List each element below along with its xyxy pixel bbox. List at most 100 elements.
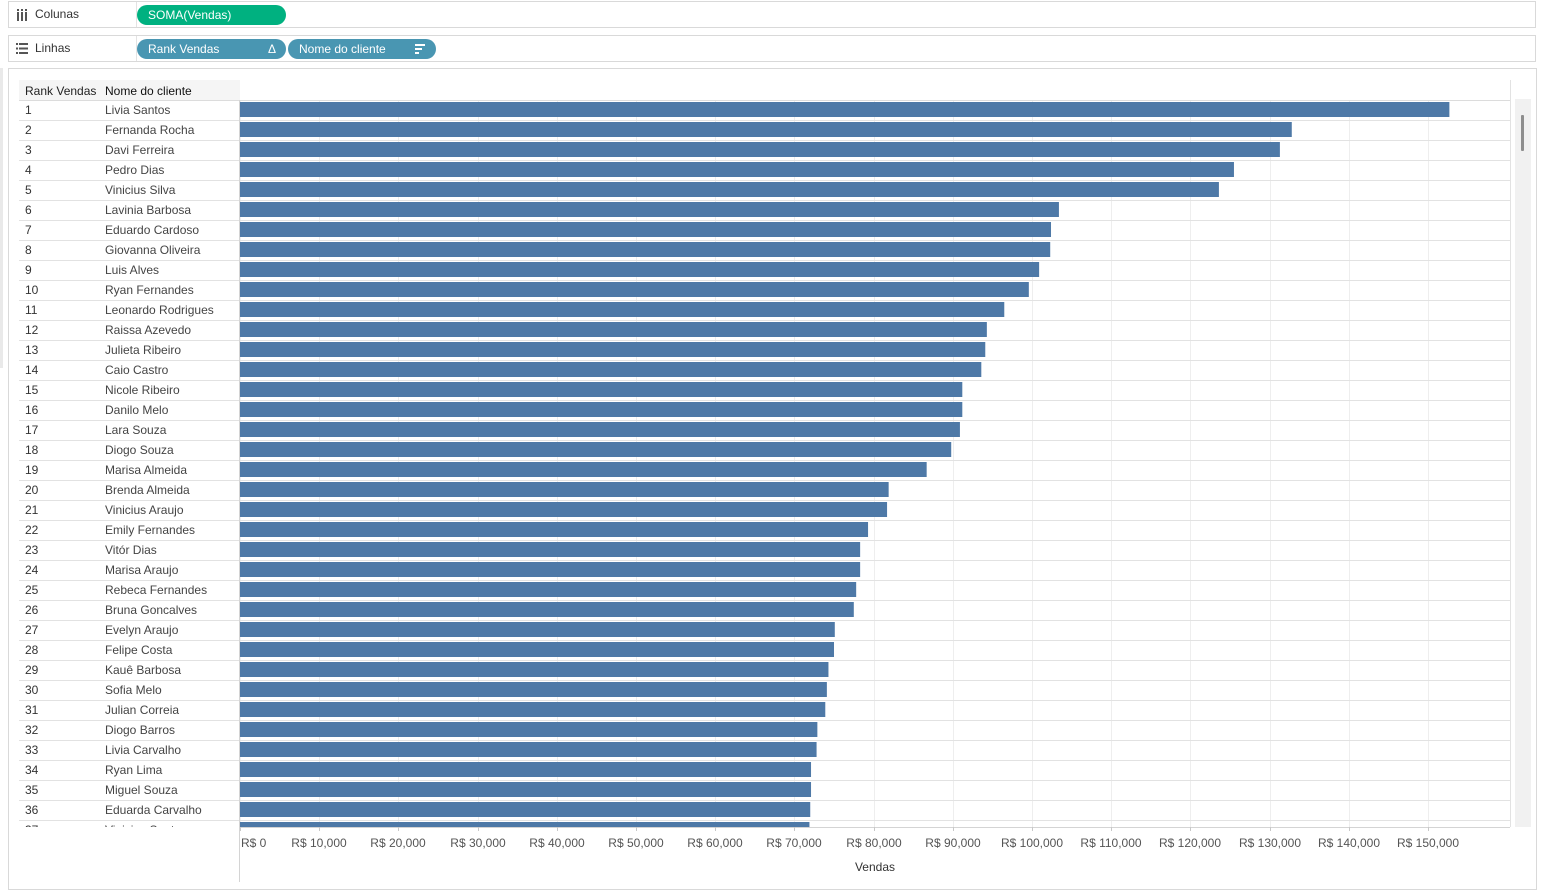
bar[interactable] <box>240 382 963 397</box>
customer-name-label[interactable]: Diogo Souza <box>105 443 174 457</box>
bar[interactable] <box>240 542 861 557</box>
table-row[interactable]: 11 Leonardo Rodrigues <box>19 302 1510 321</box>
customer-name-label[interactable]: Marisa Araujo <box>105 563 179 577</box>
bar[interactable] <box>240 582 857 597</box>
customer-name-label[interactable]: Emily Fernandes <box>105 523 195 537</box>
table-row[interactable]: 20 Brenda Almeida <box>19 482 1510 501</box>
table-row[interactable]: 24 Marisa Araujo <box>19 562 1510 581</box>
table-row[interactable]: 18 Diogo Souza <box>19 442 1510 461</box>
customer-name-label[interactable]: Vinicius Araujo <box>105 503 184 517</box>
customer-name-label[interactable]: Bruna Goncalves <box>105 603 197 617</box>
customer-name-label[interactable]: Giovanna Oliveira <box>105 243 201 257</box>
bar[interactable] <box>240 782 812 797</box>
pill-rank-vendas[interactable]: Rank Vendas Δ <box>137 39 286 59</box>
bar[interactable] <box>240 662 829 677</box>
bar[interactable] <box>240 502 888 517</box>
table-row[interactable]: 15 Nicole Ribeiro <box>19 382 1510 401</box>
bar[interactable] <box>240 142 1280 157</box>
table-row[interactable]: 33 Livia Carvalho <box>19 742 1510 761</box>
table-row[interactable]: 21 Vinicius Araujo <box>19 502 1510 521</box>
vertical-scrollbar[interactable] <box>1515 99 1531 827</box>
bar[interactable] <box>240 602 854 617</box>
customer-name-label[interactable]: Leonardo Rodrigues <box>105 303 214 317</box>
table-row[interactable]: 10 Ryan Fernandes <box>19 282 1510 301</box>
bar[interactable] <box>240 642 834 657</box>
bar[interactable] <box>240 282 1029 297</box>
customer-name-label[interactable]: Vinicius Santos <box>105 823 187 837</box>
customer-name-label[interactable]: Brenda Almeida <box>105 483 190 497</box>
table-row[interactable]: 31 Julian Correia <box>19 702 1510 721</box>
table-row[interactable]: 19 Marisa Almeida <box>19 462 1510 481</box>
table-row[interactable]: 23 Vitór Dias <box>19 542 1510 561</box>
customer-name-label[interactable]: Diogo Barros <box>105 723 175 737</box>
customer-name-label[interactable]: Danilo Melo <box>105 403 169 417</box>
pill-soma-vendas[interactable]: SOMA(Vendas) <box>137 5 286 25</box>
table-row[interactable]: 4 Pedro Dias <box>19 162 1510 181</box>
table-row[interactable]: 25 Rebeca Fernandes <box>19 582 1510 601</box>
table-row[interactable]: 22 Emily Fernandes <box>19 522 1510 541</box>
rows-shelf[interactable]: Linhas Rank Vendas Δ Nome do cliente <box>8 35 1536 62</box>
bar[interactable] <box>240 722 818 737</box>
customer-name-label[interactable]: Raissa Azevedo <box>105 323 191 337</box>
bar[interactable] <box>240 562 861 577</box>
customer-name-label[interactable]: Davi Ferreira <box>105 143 175 157</box>
bar[interactable] <box>240 522 869 537</box>
customer-name-label[interactable]: Caio Castro <box>105 363 169 377</box>
customer-name-label[interactable]: Ryan Lima <box>105 763 163 777</box>
table-row[interactable]: 6 Lavinia Barbosa <box>19 202 1510 221</box>
customer-name-label[interactable]: Kauê Barbosa <box>105 663 181 677</box>
bar[interactable] <box>240 302 1005 317</box>
bar[interactable] <box>240 702 826 717</box>
table-row[interactable]: 17 Lara Souza <box>19 422 1510 441</box>
customer-name-label[interactable]: Eduardo Cardoso <box>105 223 199 237</box>
customer-name-label[interactable]: Rebeca Fernandes <box>105 583 207 597</box>
customer-name-label[interactable]: Pedro Dias <box>105 163 164 177</box>
table-row[interactable]: 34 Ryan Lima <box>19 762 1510 781</box>
columns-shelf[interactable]: Colunas SOMA(Vendas) <box>8 1 1536 28</box>
bar[interactable] <box>240 342 986 357</box>
customer-name-label[interactable]: Julian Correia <box>105 703 179 717</box>
customer-name-label[interactable]: Julieta Ribeiro <box>105 343 181 357</box>
table-row[interactable]: 36 Eduarda Carvalho <box>19 802 1510 821</box>
customer-name-label[interactable]: Felipe Costa <box>105 643 173 657</box>
table-row[interactable]: 35 Miguel Souza <box>19 782 1510 801</box>
pill-nome-do-cliente[interactable]: Nome do cliente <box>288 39 436 59</box>
table-row[interactable]: 28 Felipe Costa <box>19 642 1510 661</box>
bar[interactable] <box>240 202 1059 217</box>
customer-name-label[interactable]: Evelyn Araujo <box>105 623 179 637</box>
bar[interactable] <box>240 102 1450 117</box>
table-row[interactable]: 14 Caio Castro <box>19 362 1510 381</box>
customer-name-label[interactable]: Eduarda Carvalho <box>105 803 202 817</box>
table-row[interactable]: 8 Giovanna Oliveira <box>19 242 1510 261</box>
table-row[interactable]: 12 Raissa Azevedo <box>19 322 1510 341</box>
customer-name-label[interactable]: Marisa Almeida <box>105 463 187 477</box>
table-row[interactable]: 29 Kauê Barbosa <box>19 662 1510 681</box>
header-name[interactable]: Nome do cliente <box>105 84 192 98</box>
customer-name-label[interactable]: Nicole Ribeiro <box>105 383 180 397</box>
bar[interactable] <box>240 442 952 457</box>
table-row[interactable]: 32 Diogo Barros <box>19 722 1510 741</box>
table-row[interactable]: 3 Davi Ferreira <box>19 142 1510 161</box>
customer-name-label[interactable]: Miguel Souza <box>105 783 178 797</box>
customer-name-label[interactable]: Ryan Fernandes <box>105 283 194 297</box>
bar[interactable] <box>240 162 1234 177</box>
table-row[interactable]: 9 Luis Alves <box>19 262 1510 281</box>
customer-name-label[interactable]: Vinicius Silva <box>105 183 176 197</box>
bar[interactable] <box>240 222 1052 237</box>
bar[interactable] <box>240 682 827 697</box>
bar[interactable] <box>240 402 963 417</box>
bar[interactable] <box>240 822 810 837</box>
header-rank[interactable]: Rank Vendas <box>25 84 96 98</box>
bar[interactable] <box>240 802 811 817</box>
table-row[interactable]: 2 Fernanda Rocha <box>19 122 1510 141</box>
bar[interactable] <box>240 462 927 477</box>
bar[interactable] <box>240 762 812 777</box>
customer-name-label[interactable]: Livia Carvalho <box>105 743 181 757</box>
bar[interactable] <box>240 482 889 497</box>
customer-name-label[interactable]: Lara Souza <box>105 423 167 437</box>
bar[interactable] <box>240 262 1040 277</box>
customer-name-label[interactable]: Luis Alves <box>105 263 159 277</box>
scrollbar-thumb[interactable] <box>1521 115 1524 151</box>
bar[interactable] <box>240 122 1292 137</box>
table-row[interactable]: 1 Livia Santos <box>19 102 1510 121</box>
